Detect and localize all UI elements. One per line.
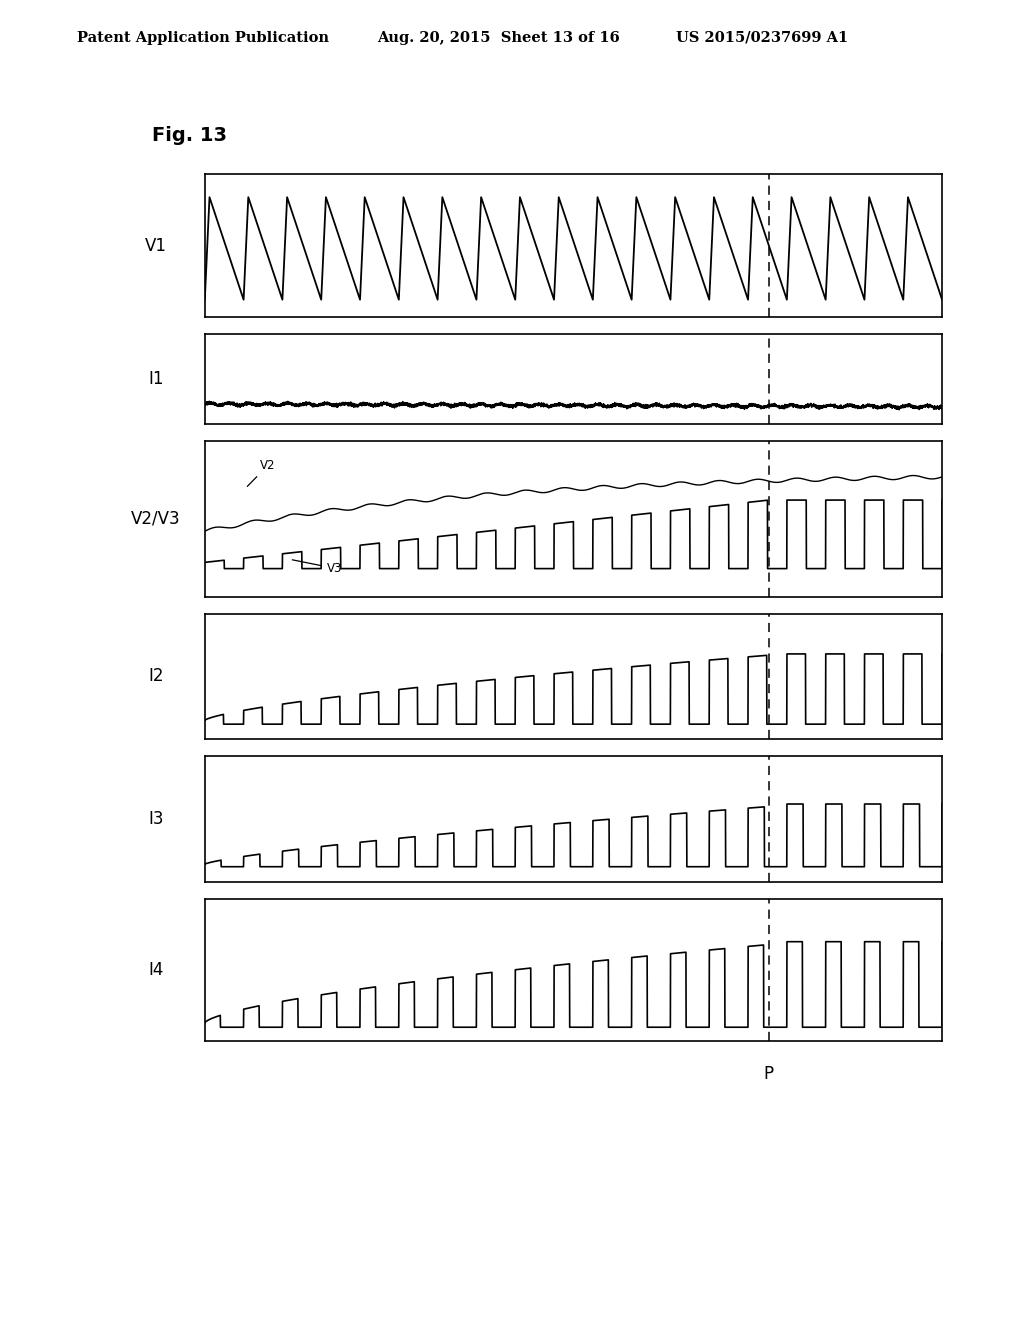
Text: P: P [764, 1065, 774, 1084]
Text: Patent Application Publication: Patent Application Publication [77, 30, 329, 45]
Text: I3: I3 [147, 810, 164, 828]
Text: Fig. 13: Fig. 13 [152, 127, 226, 145]
Text: I2: I2 [147, 668, 164, 685]
Text: V2: V2 [248, 459, 275, 486]
Text: Aug. 20, 2015  Sheet 13 of 16: Aug. 20, 2015 Sheet 13 of 16 [377, 30, 620, 45]
Text: US 2015/0237699 A1: US 2015/0237699 A1 [676, 30, 848, 45]
Text: V2/V3: V2/V3 [131, 510, 180, 528]
Text: I4: I4 [147, 961, 164, 979]
Text: V1: V1 [144, 236, 167, 255]
Text: V3: V3 [292, 560, 342, 574]
Text: I1: I1 [147, 370, 164, 388]
